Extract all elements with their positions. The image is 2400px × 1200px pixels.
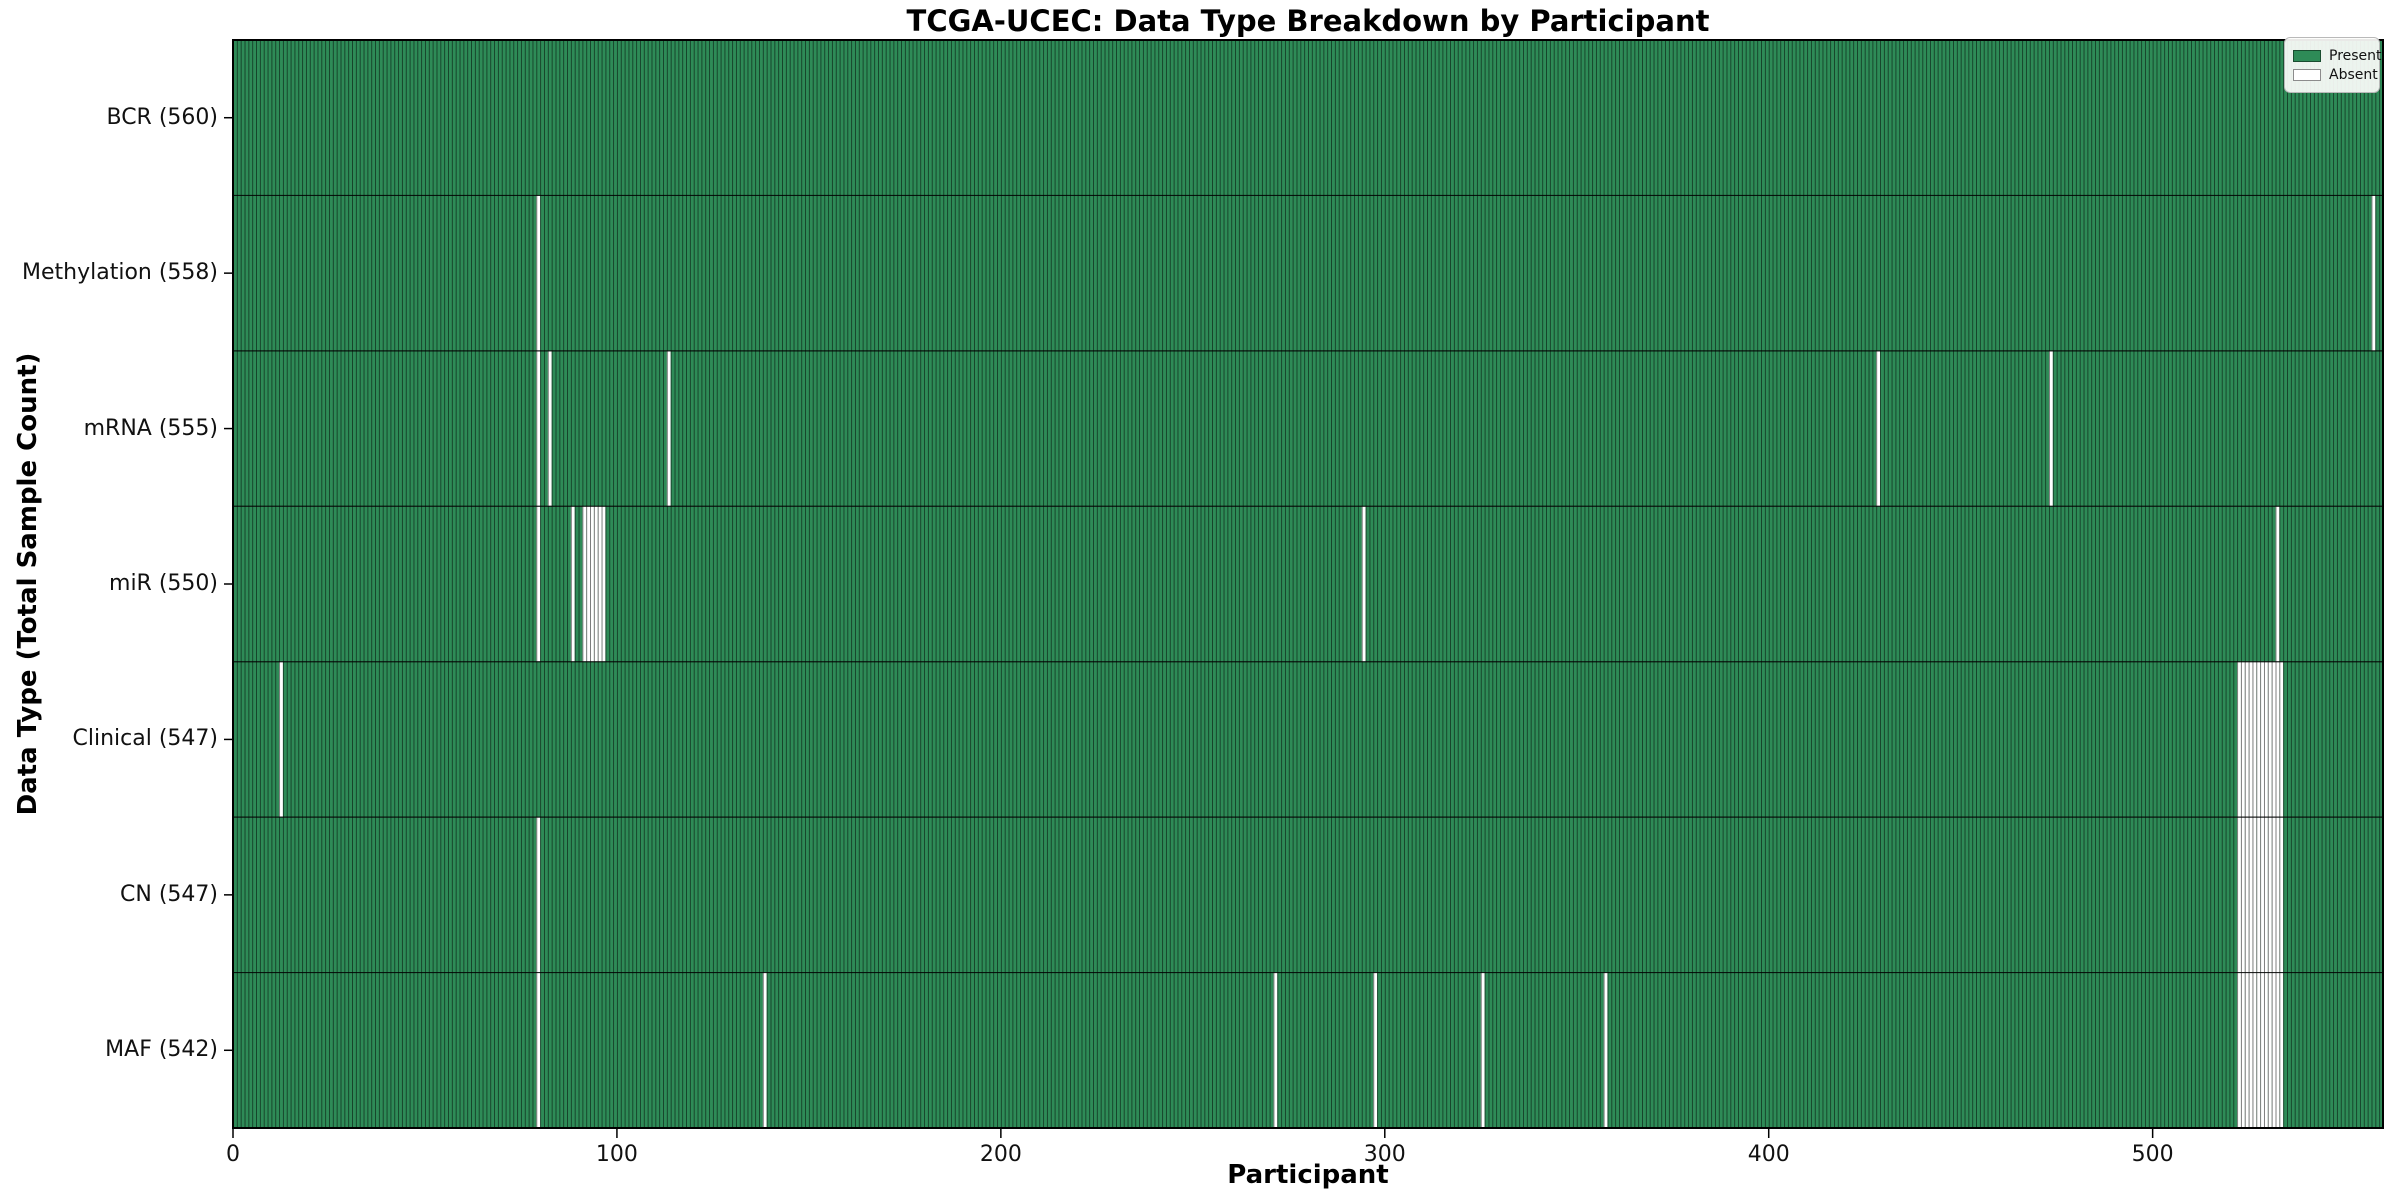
y-tick-label-methylation: Methylation (558) xyxy=(22,260,218,286)
legend: Present Absent xyxy=(2284,37,2382,93)
y-tick-label-clinical: Clinical (547) xyxy=(72,726,218,752)
y-tick-label-maf: MAF (542) xyxy=(105,1037,218,1063)
chart-title: TCGA-UCEC: Data Type Breakdown by Partic… xyxy=(906,4,1710,38)
x-axis-label: Participant xyxy=(1227,1160,1389,1190)
x-tick-label: 400 xyxy=(1747,1142,1790,1167)
y-tick-label-cn: CN (547) xyxy=(120,881,218,907)
bar-edges-overlay xyxy=(233,40,2383,1128)
legend-item-absent: Absent xyxy=(2293,67,2378,83)
x-tick-label: 500 xyxy=(2131,1142,2174,1167)
y-tick-label-mir: miR (550) xyxy=(109,571,218,596)
x-tick-label: 100 xyxy=(595,1142,638,1167)
y-tick-label-mrna: mRNA (555) xyxy=(83,415,218,441)
legend-swatch-present xyxy=(2293,50,2321,62)
x-tick-label: 300 xyxy=(1363,1142,1406,1167)
legend-swatch-absent xyxy=(2293,69,2321,81)
x-tick-label: 200 xyxy=(979,1142,1022,1167)
legend-item-present: Present xyxy=(2293,48,2382,64)
y-tick-label-bcr: BCR (560) xyxy=(106,104,218,130)
x-tick-label: 0 xyxy=(226,1142,240,1167)
legend-label-present: Present xyxy=(2329,48,2382,64)
legend-label-absent: Absent xyxy=(2329,67,2378,83)
